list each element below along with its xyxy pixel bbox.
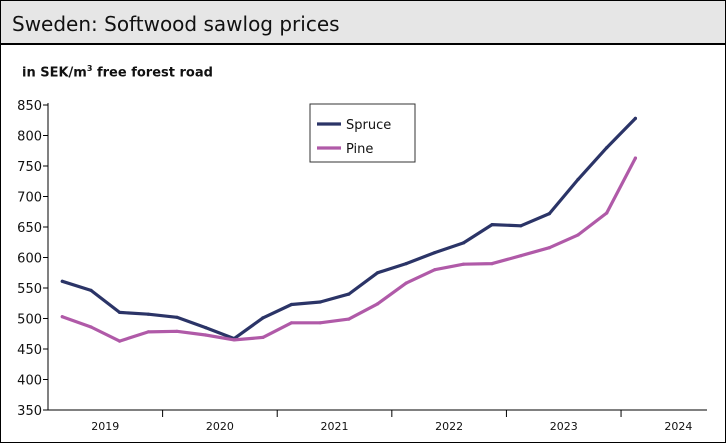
x-tick-label: 2024: [664, 420, 692, 433]
data-point-pine: [89, 325, 93, 329]
x-tick-label: 2023: [550, 420, 578, 433]
data-point-pine: [118, 339, 122, 343]
y-tick-label: 700: [17, 191, 42, 206]
data-point-pine: [576, 233, 580, 237]
data-point-spruce: [118, 310, 122, 314]
x-tick-label: 2022: [435, 420, 463, 433]
data-point-pine: [261, 335, 265, 339]
data-point-spruce: [404, 262, 408, 266]
data-point-spruce: [633, 116, 638, 120]
data-point-pine: [490, 262, 494, 266]
data-point-pine: [461, 262, 466, 266]
data-point-spruce: [433, 251, 437, 255]
y-tick-label: 550: [17, 282, 42, 297]
data-point-pine: [318, 321, 322, 325]
data-point-spruce: [204, 326, 208, 330]
data-point-spruce: [175, 315, 179, 319]
data-point-pine: [375, 302, 380, 306]
y-unit-label: in SEK/m3 free forest road: [22, 64, 213, 80]
data-point-spruce: [347, 292, 351, 296]
data-point-spruce: [261, 316, 265, 320]
data-point-pine: [347, 317, 351, 321]
legend-box: [309, 103, 416, 163]
data-point-pine: [633, 156, 638, 160]
y-tick-label: 600: [17, 252, 42, 267]
data-point-pine: [547, 246, 552, 250]
unit-label-main: in SEK/m: [22, 65, 87, 81]
data-point-spruce: [318, 300, 322, 304]
y-tick-label: 800: [17, 130, 42, 145]
data-point-spruce: [60, 279, 64, 283]
x-tick-label: 2019: [91, 420, 119, 433]
data-point-pine: [175, 329, 179, 333]
data-point-pine: [289, 321, 294, 325]
y-tick-label: 750: [17, 160, 42, 175]
data-point-pine: [605, 211, 609, 215]
title-bar: Sweden: Softwood sawlog prices: [1, 1, 725, 45]
data-point-spruce: [375, 271, 380, 275]
chart-title: Sweden: Softwood sawlog prices: [12, 12, 340, 36]
data-point-spruce: [461, 241, 466, 245]
data-point-pine: [232, 338, 236, 342]
data-point-pine: [433, 268, 437, 272]
y-tick-label: 650: [17, 221, 42, 236]
legend-label-spruce: Spruce: [346, 118, 391, 133]
data-point-pine: [146, 330, 150, 334]
data-point-pine: [519, 254, 523, 258]
data-point-spruce: [89, 288, 93, 292]
y-tick-label: 400: [17, 374, 42, 389]
data-point-spruce: [490, 223, 494, 227]
x-tick-label: 2021: [321, 420, 349, 433]
data-point-spruce: [519, 224, 523, 228]
data-point-spruce: [547, 212, 552, 216]
data-point-pine: [60, 315, 64, 319]
y-tick-label: 350: [17, 404, 42, 419]
x-tick-label: 2020: [206, 420, 234, 433]
y-tick-label: 500: [17, 313, 42, 328]
data-point-spruce: [576, 177, 580, 181]
legend-label-pine: Pine: [346, 142, 373, 157]
y-tick-label: 450: [17, 343, 42, 358]
data-point-spruce: [605, 146, 609, 150]
data-point-spruce: [146, 312, 150, 316]
y-tick-label: 850: [17, 99, 42, 114]
unit-label-rest: free forest road: [92, 65, 213, 81]
data-point-spruce: [289, 302, 294, 307]
data-point-pine: [204, 333, 208, 337]
unit-label-superscript: 3: [86, 64, 93, 73]
data-point-pine: [404, 281, 408, 285]
